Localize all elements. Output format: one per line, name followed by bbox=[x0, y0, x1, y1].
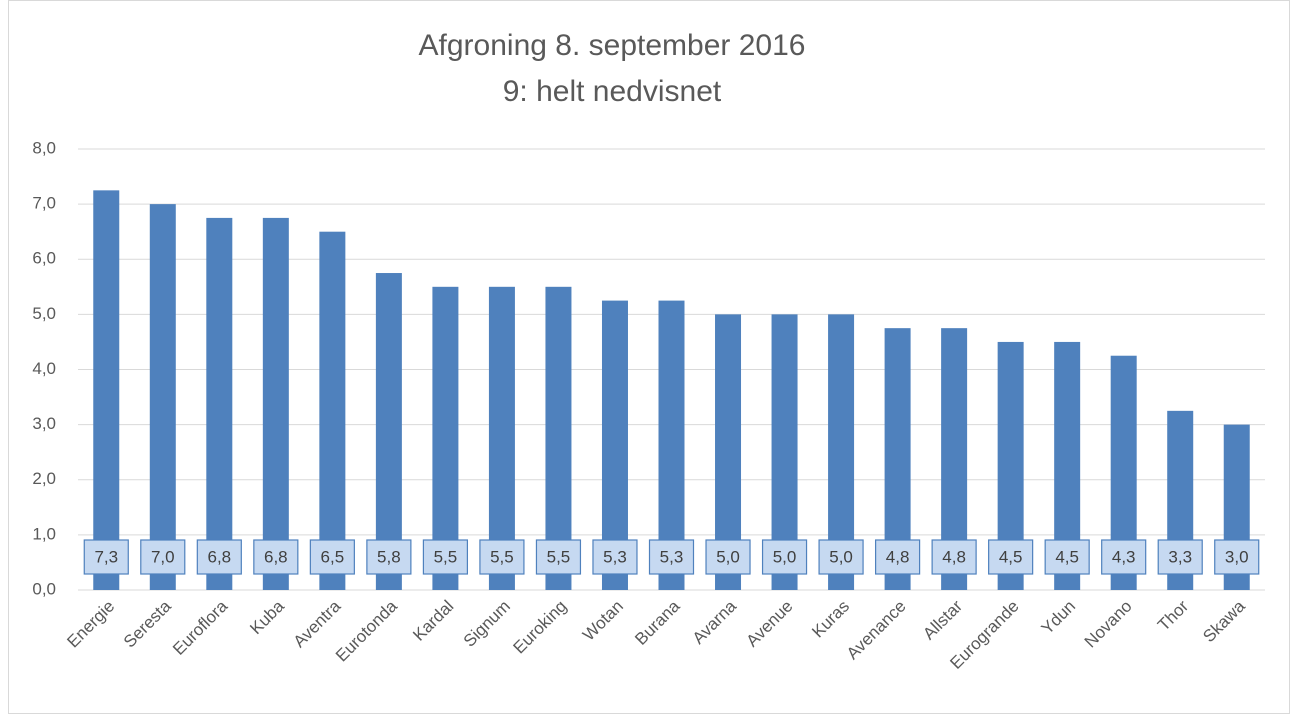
chart-subtitle: 9: helt nedvisnet bbox=[503, 75, 722, 108]
data-label: 5,0 bbox=[773, 547, 797, 566]
data-label: 3,3 bbox=[1168, 547, 1192, 566]
data-label-box bbox=[422, 539, 469, 575]
data-label: 4,8 bbox=[886, 547, 910, 566]
data-label-box bbox=[874, 539, 921, 575]
data-label-box bbox=[535, 539, 582, 575]
y-tick-label: 4,0 bbox=[32, 359, 56, 378]
data-label-box bbox=[1157, 539, 1203, 575]
chart-title: Afgroning 8. september 2016 bbox=[419, 29, 806, 62]
y-tick-label: 6,0 bbox=[32, 249, 56, 268]
data-label: 5,5 bbox=[434, 547, 458, 566]
data-label-box bbox=[931, 539, 977, 575]
y-tick-label: 8,0 bbox=[32, 138, 56, 157]
data-label-box bbox=[366, 539, 412, 575]
data-label: 5,0 bbox=[716, 547, 740, 566]
data-label: 6,8 bbox=[264, 547, 288, 566]
y-tick-label: 3,0 bbox=[32, 414, 56, 433]
data-label: 5,5 bbox=[547, 547, 571, 566]
data-label: 5,5 bbox=[490, 547, 514, 566]
data-label: 5,3 bbox=[603, 547, 627, 566]
data-label: 4,5 bbox=[999, 547, 1023, 566]
data-label-box bbox=[196, 539, 242, 575]
data-label: 5,8 bbox=[377, 547, 401, 566]
data-label: 5,0 bbox=[829, 547, 853, 566]
data-label-box bbox=[1044, 539, 1090, 575]
data-label: 3,0 bbox=[1225, 547, 1249, 566]
y-tick-label: 1,0 bbox=[32, 524, 56, 543]
bar bbox=[319, 231, 346, 590]
y-tick-label: 0,0 bbox=[32, 579, 56, 598]
data-label-box bbox=[479, 539, 525, 575]
data-label: 7,0 bbox=[151, 547, 175, 566]
data-label-box bbox=[705, 539, 751, 575]
data-label-box bbox=[761, 539, 808, 575]
data-label-box bbox=[1214, 539, 1260, 575]
data-label-box bbox=[988, 539, 1034, 575]
data-label-box bbox=[83, 539, 129, 575]
bar bbox=[375, 273, 402, 590]
data-label-box bbox=[592, 539, 638, 575]
data-label: 6,8 bbox=[207, 547, 231, 566]
data-label-box bbox=[253, 539, 299, 575]
bar bbox=[93, 190, 120, 590]
data-label: 4,3 bbox=[1112, 547, 1136, 566]
data-label-box bbox=[309, 539, 355, 575]
y-tick-label: 2,0 bbox=[32, 469, 56, 488]
bar bbox=[262, 217, 289, 590]
bar bbox=[149, 204, 176, 590]
data-label: 7,3 bbox=[94, 547, 118, 566]
bar bbox=[206, 217, 233, 590]
data-label-box bbox=[648, 539, 695, 575]
y-tick-label: 7,0 bbox=[32, 194, 56, 213]
data-label: 4,8 bbox=[942, 547, 966, 566]
data-label: 6,5 bbox=[321, 547, 345, 566]
data-label-box bbox=[140, 539, 186, 575]
y-tick-label: 5,0 bbox=[32, 304, 56, 323]
data-label: 4,5 bbox=[1055, 547, 1079, 566]
data-label-box bbox=[1101, 539, 1147, 575]
data-label-box bbox=[818, 539, 864, 575]
data-label: 5,3 bbox=[660, 547, 684, 566]
